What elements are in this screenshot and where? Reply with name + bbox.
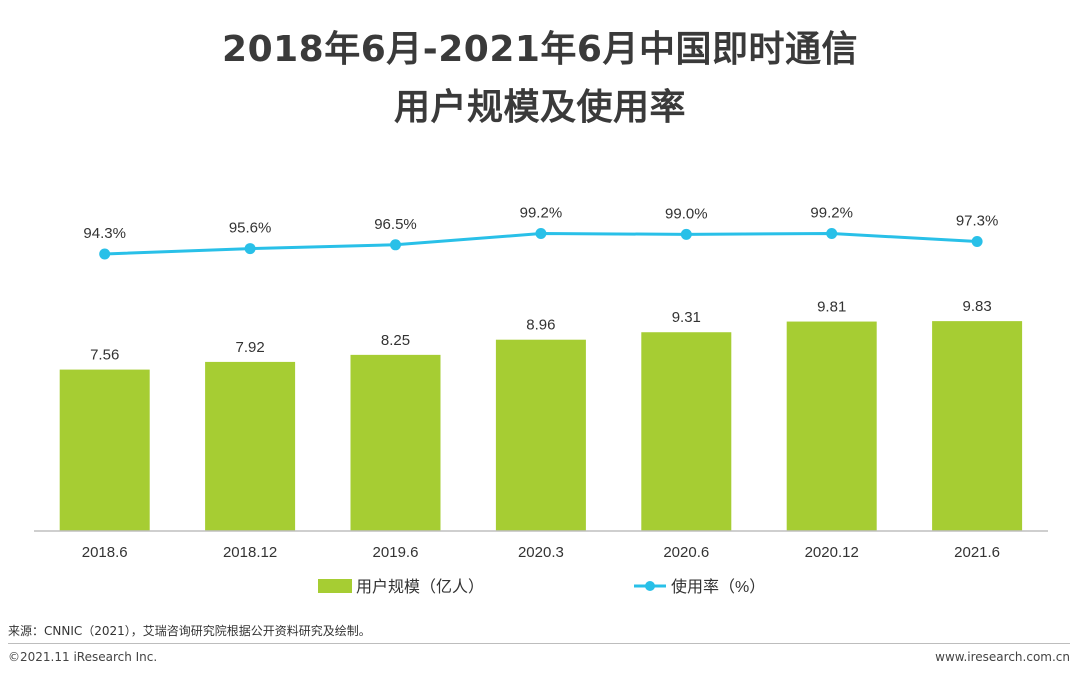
line-data-label: 99.2% (520, 205, 563, 222)
line-data-label: 96.5% (374, 216, 417, 233)
footer-website: www.iresearch.com.cn (935, 650, 1070, 664)
line-series-usage-rate: 94.3% 95.6% 96.5% 99.2% 99.0% 99.2% 97.3% (83, 205, 998, 260)
usage-rate-point (826, 228, 838, 240)
bar-2018.12 (205, 361, 296, 531)
legend-marker-usage-rate (645, 581, 655, 591)
bar-data-label: 7.92 (235, 339, 264, 356)
line-data-label: 99.0% (665, 205, 708, 222)
footer-divider (8, 643, 1070, 644)
bar-2019.6 (350, 354, 441, 531)
line-data-label: 97.3% (956, 212, 999, 229)
legend-swatch-user-scale (318, 579, 352, 593)
bar-data-label: 8.25 (381, 332, 410, 349)
bar-data-label: 9.31 (672, 309, 701, 326)
bar-data-label: 9.81 (817, 299, 846, 316)
usage-rate-point (535, 228, 547, 240)
chart-title-line-1: 2018年6月-2021年6月中国即时通信 (222, 29, 858, 70)
bar-2018.6 (59, 369, 150, 531)
bar-data-label: 9.83 (962, 298, 991, 315)
x-tick-label: 2018.6 (82, 544, 128, 561)
bar-data-label: 7.56 (90, 347, 119, 364)
bar-2020.6 (641, 332, 732, 531)
legend-label-user-scale: 用户规模（亿人） (356, 578, 484, 596)
bar-data-label: 8.96 (526, 317, 555, 334)
legend-label-usage-rate: 使用率（%） (671, 578, 765, 596)
x-tick-label: 2019.6 (373, 544, 419, 561)
line-data-label: 94.3% (83, 225, 126, 242)
usage-rate-point (390, 239, 401, 251)
usage-rate-point (99, 248, 111, 260)
usage-rate-point (971, 235, 983, 247)
usage-rate-point (680, 228, 692, 240)
x-tick-label: 2020.12 (805, 544, 859, 561)
source-note: 来源：CNNIC（2021），艾瑞咨询研究院根据公开资料研究及绘制。 (8, 624, 371, 638)
chart-title-line-2: 用户规模及使用率 (393, 87, 686, 128)
bar-2020.3 (495, 339, 586, 531)
legend: 用户规模（亿人） 使用率（%） (318, 578, 765, 596)
line-data-label: 99.2% (810, 205, 853, 222)
x-tick-label: 2020.6 (663, 544, 709, 561)
bar-2020.12 (786, 321, 877, 531)
usage-rate-point (244, 243, 256, 255)
x-tick-label: 2020.3 (518, 544, 564, 561)
x-tick-label: 2018.12 (223, 544, 277, 561)
bar-series-user-scale: 7.56 7.92 8.25 8.96 9.31 9.81 9.83 (59, 298, 1023, 531)
x-tick-label: 2021.6 (954, 544, 1000, 561)
footer-copyright: ©2021.11 iResearch Inc. (8, 650, 158, 664)
x-axis-ticks: 2018.6 2018.12 2019.6 2020.3 2020.6 2020.12 20… (82, 544, 1000, 561)
bar-2021.6 (932, 321, 1023, 531)
line-data-label: 95.6% (229, 220, 272, 237)
